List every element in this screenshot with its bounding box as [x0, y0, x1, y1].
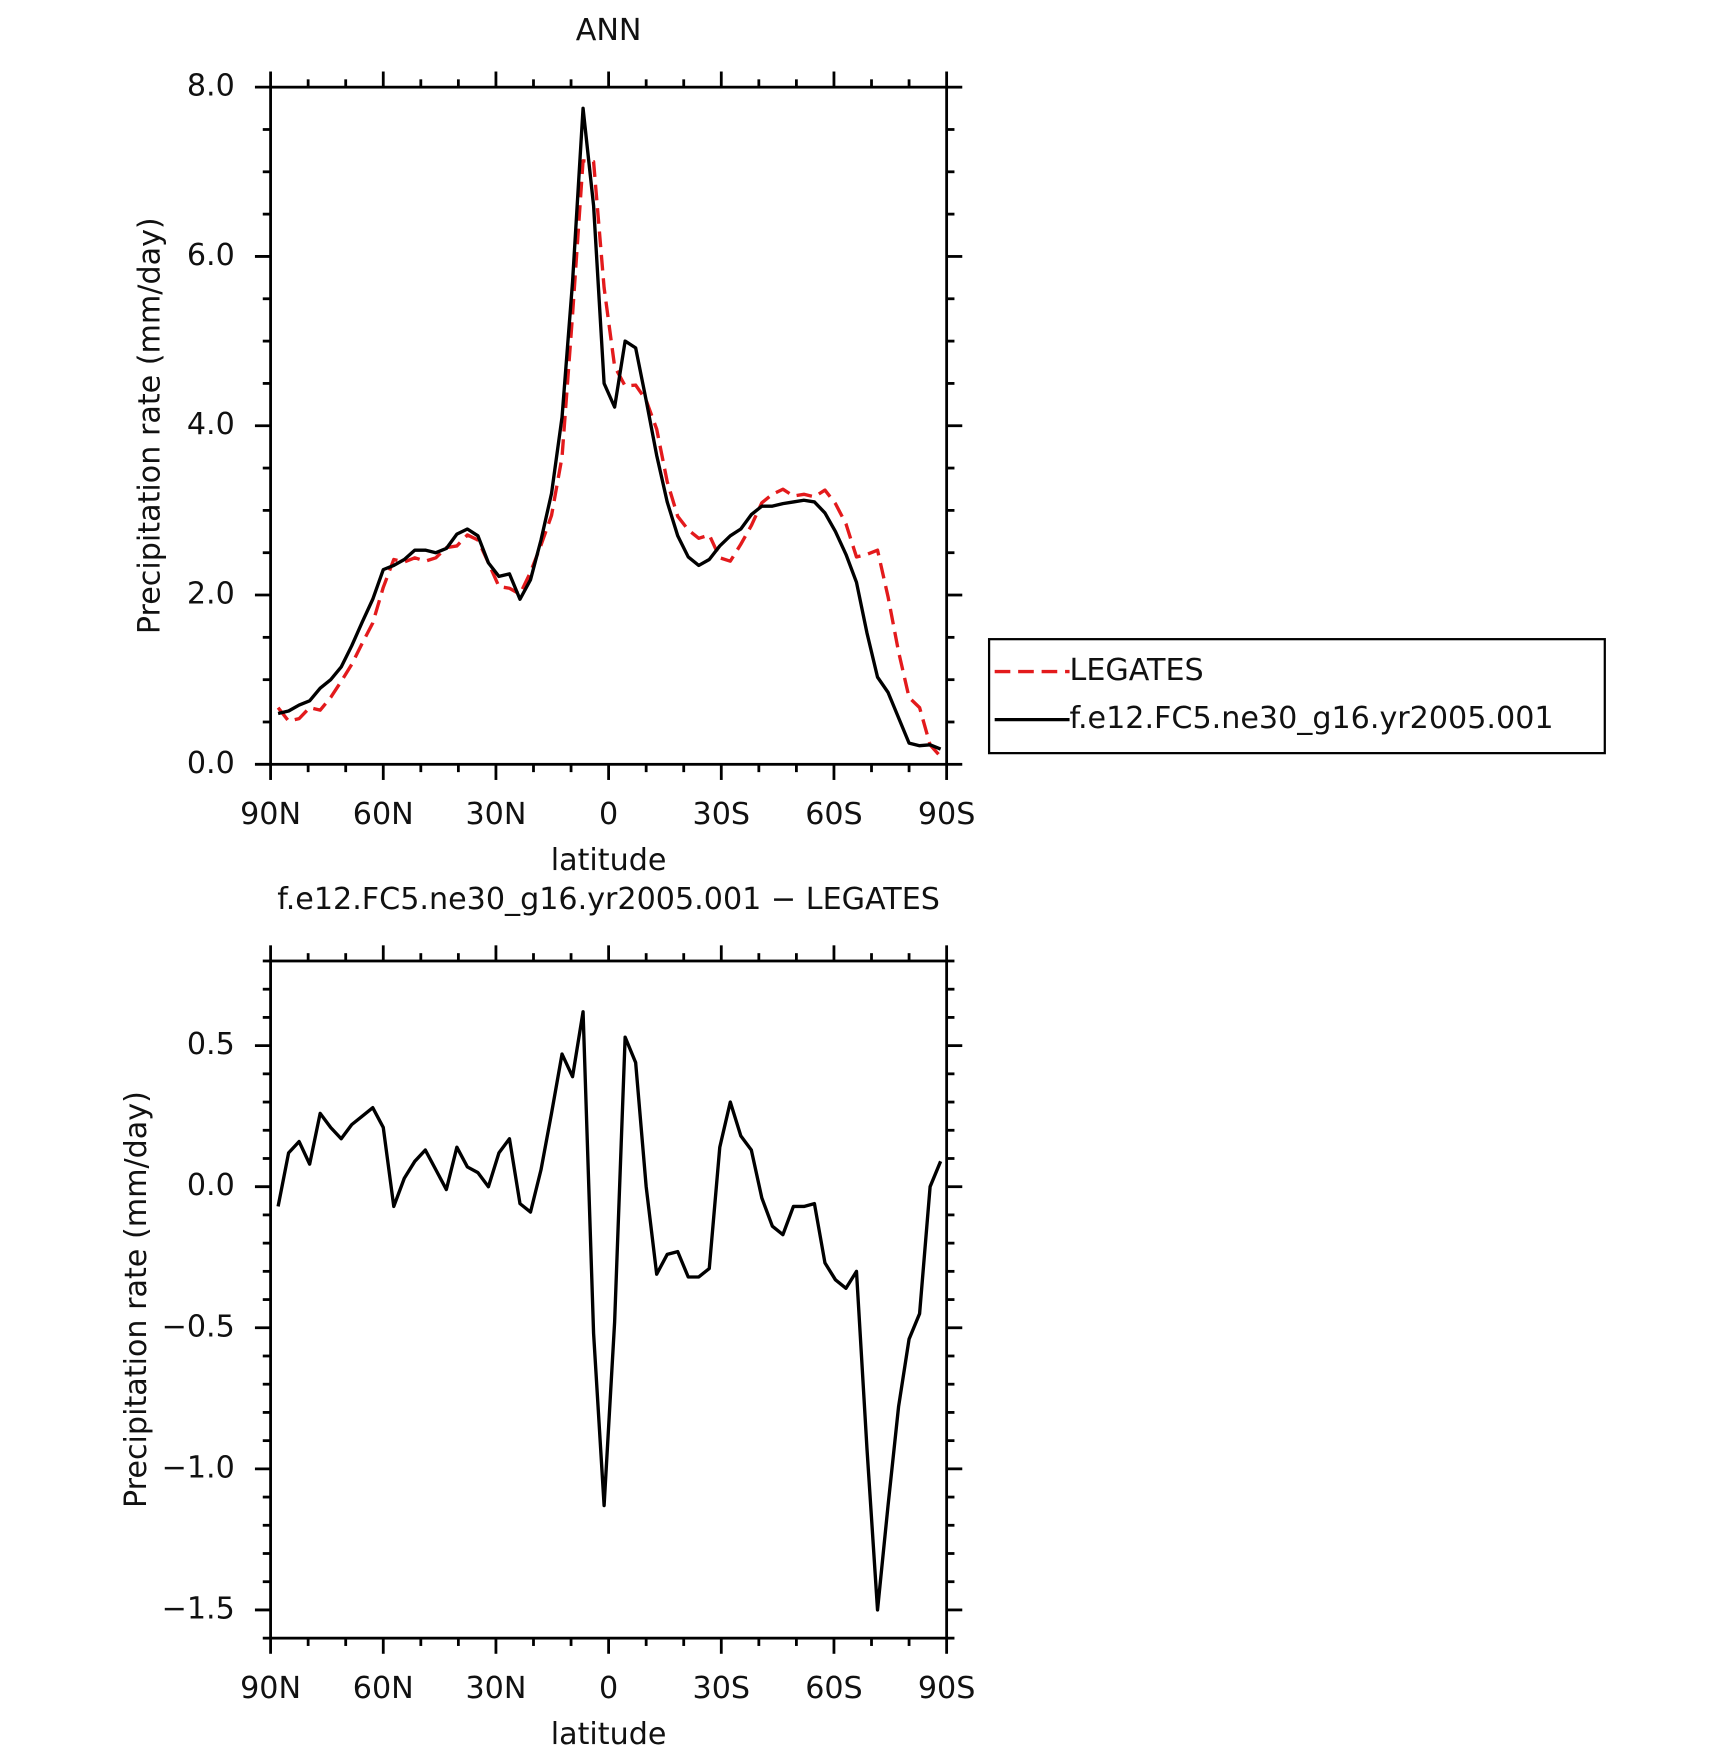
- x-axis-label: latitude: [551, 1717, 667, 1751]
- chart-title: ANN: [576, 13, 642, 48]
- y-tick-label: −0.5: [162, 1309, 235, 1344]
- x-tick-label: 90N: [240, 1671, 301, 1706]
- y-axis-label: Precipitation rate (mm/day): [119, 1091, 154, 1508]
- chart: f.e12.FC5.ne30_g16.yr2005.001 − LEGATES l…: [119, 882, 975, 1751]
- y-tick-label: 0.0: [187, 1168, 235, 1203]
- chart: ANN latitude Precipitation rate (mm/day) 90…: [133, 13, 976, 878]
- plot-frame: [269, 959, 949, 1640]
- y-tick-label: −1.5: [162, 1591, 235, 1626]
- y-tick-label: −1.0: [162, 1450, 235, 1485]
- x-axis-label: latitude: [551, 843, 667, 878]
- x-tick-label: 60S: [805, 797, 863, 832]
- x-tick-label: 90N: [240, 797, 301, 832]
- series-line: [276, 159, 942, 758]
- x-tick-label: 60S: [805, 1671, 863, 1706]
- x-tick-label: 30N: [465, 1671, 526, 1706]
- x-tick-label: 60N: [353, 1671, 414, 1706]
- y-tick-label: 0.5: [187, 1027, 235, 1062]
- y-tick-label: 0.0: [187, 746, 235, 781]
- y-axis-label: Precipitation rate (mm/day): [133, 217, 168, 634]
- legend: LEGATES f.e12.FC5.ne30_g16.yr2005.001: [987, 638, 1606, 755]
- x-tick-label: 90S: [918, 1671, 976, 1706]
- x-tick-label: 30S: [693, 1671, 751, 1706]
- plot-frame: [269, 85, 949, 766]
- x-tick-label: 90S: [918, 797, 976, 832]
- y-tick-label: 8.0: [187, 69, 235, 104]
- series-line: [277, 106, 942, 751]
- x-tick-label: 0: [599, 1671, 618, 1706]
- x-tick-label: 30S: [693, 797, 751, 832]
- legend-label: f.e12.FC5.ne30_g16.yr2005.001: [1070, 701, 1554, 736]
- x-tick-label: 60N: [353, 797, 414, 832]
- legend-label: LEGATES: [1070, 653, 1204, 688]
- y-tick-label: 4.0: [187, 407, 235, 442]
- legend-box: [987, 638, 1606, 755]
- chart-title: f.e12.FC5.ne30_g16.yr2005.001 − LEGATES: [277, 882, 940, 917]
- series-line: [276, 1010, 943, 1612]
- x-tick-label: 30N: [465, 797, 526, 832]
- y-tick-label: 2.0: [187, 577, 235, 612]
- x-tick-label: 0: [599, 797, 618, 832]
- y-tick-label: 6.0: [187, 238, 235, 273]
